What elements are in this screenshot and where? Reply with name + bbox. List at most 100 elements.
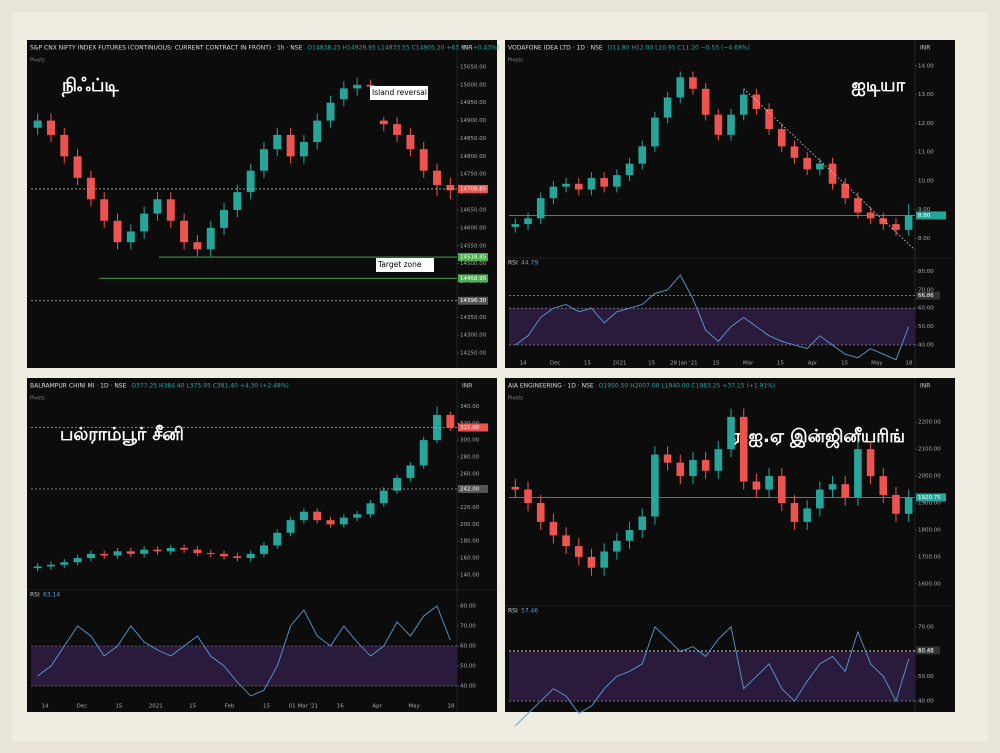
x-tick-label: 2021 [613,361,627,367]
x-tick-label: 15 [777,361,784,367]
x-tick-label: 14 [520,361,527,367]
candle-body [326,520,335,525]
x-tick-label: 15 [713,361,720,367]
y-tick-label: 2100.00 [918,447,941,453]
candle-body [113,551,122,556]
candle-body [854,198,862,213]
indicator-name: Pivots [30,58,45,64]
candle-body [803,157,811,170]
y-tick-label: 14500.00 [460,261,487,267]
y-tick-label: 14750.00 [460,172,487,178]
rsi-name: RSI [508,260,518,267]
candle-body [777,476,786,504]
candle-body [651,117,659,147]
rsi-y-tick-label: 70.00 [918,287,934,293]
candle-body [904,497,913,514]
candle-body [536,503,545,522]
y-tick-label: 14800.00 [460,154,487,160]
rsi-level-tag [916,291,940,300]
candle-body [816,489,824,509]
x-tick-label: Dec [77,704,88,710]
y-tick-label: 14850.00 [460,136,487,142]
y-tick-label: 300.00 [460,438,480,444]
candle-body [739,416,748,482]
candle-body [828,163,837,184]
candle-body [286,520,295,533]
y-tick-label: 8.00 [918,236,931,242]
y-tick-label: 15000.00 [460,82,487,88]
price-tag [458,253,488,262]
candle-body [273,134,282,150]
candle-body [600,551,608,568]
x-tick-label: Apr [808,361,818,367]
x-tick-label: 15 [584,361,591,367]
ohlc-values: O377.25 H384.40 L375.95 C381.40 +4.30 (+… [131,383,288,390]
price-tag-label: 242.00 [460,486,480,492]
y-tick-label: 14900.00 [460,118,487,124]
y-tick-label: 1700.00 [918,554,941,560]
x-tick-label: 15 [263,704,270,710]
candle-body [180,220,189,243]
candle-body [140,549,149,554]
candle-body [33,566,42,569]
y-tick-label: 11.00 [918,150,934,156]
candle-body [739,94,748,115]
candle-body [126,231,135,243]
candle-body [752,94,761,109]
x-tick-label: May [871,361,883,367]
ohlc-values: O11.80 H12.00 L10.95 C11.20 −0.55 (−4.68… [608,45,750,52]
annotation-box [376,258,434,272]
candle-body [166,547,175,552]
candle-body [100,199,109,221]
rsi-y-tick-label: 40.00 [918,699,934,705]
candle-body [286,134,295,157]
x-tick-label: Feb [225,704,235,710]
stock-label: ஐடியா [851,75,905,96]
x-tick-label: 14 [42,704,49,710]
candle-body [752,481,761,490]
candle-body [339,517,348,525]
price-tag-label: 14396.30 [460,298,487,304]
rsi-value: 57.46 [521,608,538,615]
candle-body [904,215,913,230]
currency: INR [920,45,930,52]
candle-body [765,108,773,130]
candle-body [180,547,189,550]
x-tick-label: 18 [906,361,913,367]
candle-body [406,465,415,479]
x-tick-label: May [408,704,420,710]
y-tick-label: 220.00 [460,505,480,511]
candle-body [549,521,558,536]
y-tick-label: 180.00 [460,539,480,545]
candle-body [259,545,268,554]
candle-body [433,414,442,441]
chart-panel: VODAFONE IDEA LTD · 1D · NSE O11.80 H12.0… [505,40,955,368]
candle-body [353,514,362,518]
candle-body [587,556,596,568]
candle-body [246,553,255,559]
candle-body [841,484,850,498]
candle-body [727,416,735,450]
candle-body [313,120,322,143]
candle-body [574,183,583,190]
candle-body [379,120,388,125]
candle-body [113,220,122,243]
candle-body [663,454,672,463]
candle-body [393,124,402,135]
rsi-y-tick-label: 80.00 [460,604,476,610]
candle-body [166,199,175,221]
candle-body [828,484,837,490]
rsi-y-tick-label: 60.00 [460,644,476,650]
candle-body [206,552,215,554]
candle-body [600,178,608,187]
y-tick-label: 280.00 [460,454,480,460]
y-tick-label: 13.00 [918,92,934,98]
rsi-y-tick-label: 40.00 [918,342,934,348]
candle-body [233,556,242,559]
price-tag-label: 1920.75 [918,495,941,501]
candle-body [879,218,888,225]
candle-body [714,114,723,135]
candle-body [259,149,268,171]
x-tick-label: 28 Jan '21 [670,361,697,367]
